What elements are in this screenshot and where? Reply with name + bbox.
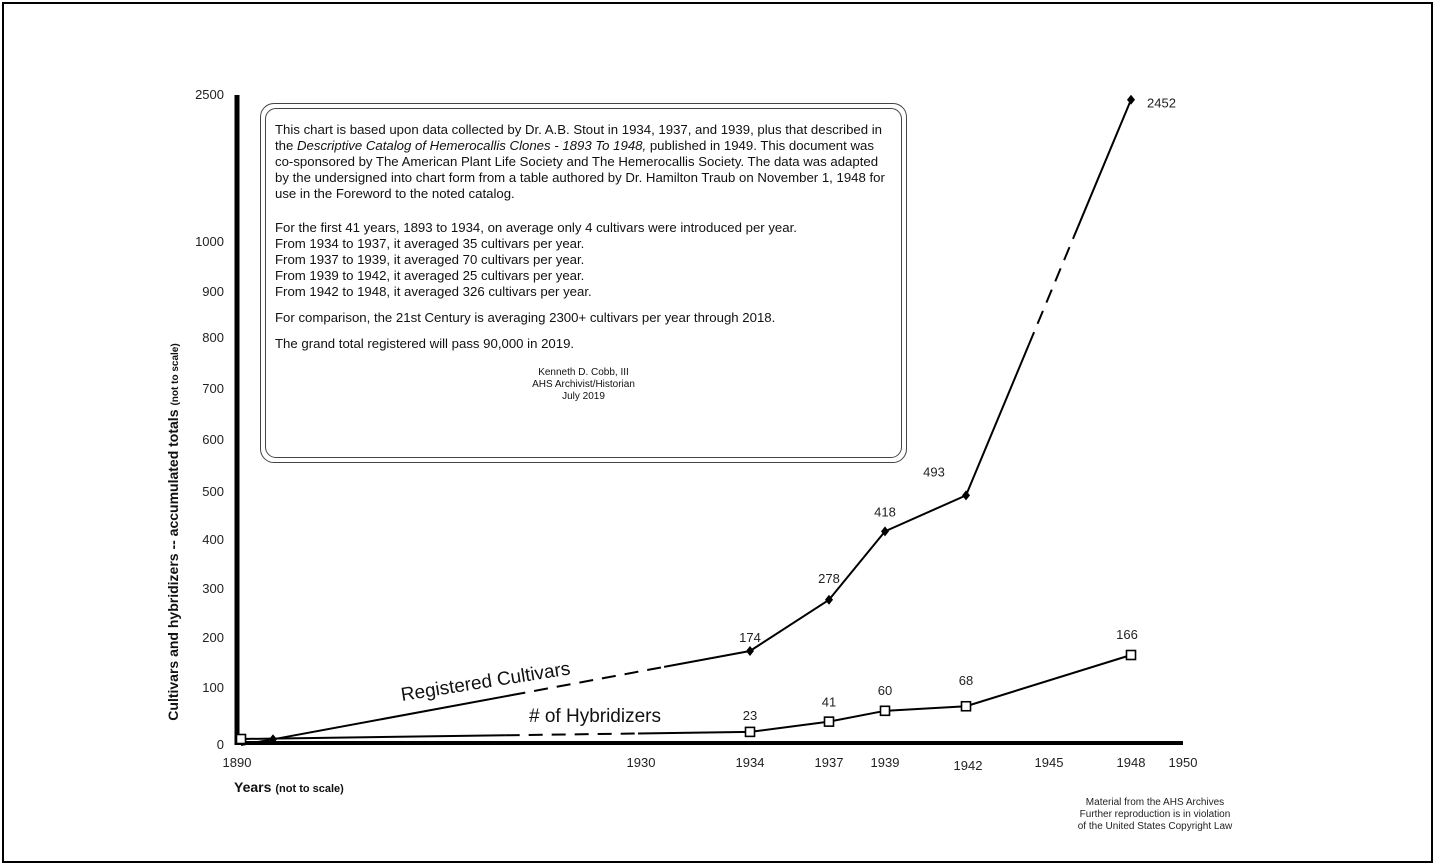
x-tick-label: 1939 bbox=[871, 755, 900, 770]
cultivars-data-label: 493 bbox=[923, 464, 945, 479]
hybridizers-line-segment bbox=[884, 705, 967, 712]
catalog-title: Descriptive Catalog of Hemerocallis Clon… bbox=[297, 138, 647, 153]
y-axis-title: Cultivars and hybridizers -- accumulated… bbox=[165, 343, 181, 720]
hybridizers-line-segment bbox=[638, 730, 751, 735]
cultivars-point bbox=[1127, 94, 1135, 105]
cultivars-line-segment bbox=[965, 344, 1030, 496]
cultivars-line-segment bbox=[663, 650, 751, 668]
cultivars-line-dashed bbox=[511, 665, 665, 697]
y-tick-label: 1000 bbox=[195, 234, 224, 249]
note-signature: Kenneth D. Cobb, III AHS Archivist/Histo… bbox=[532, 367, 635, 402]
series-label-hybridizers: # of Hybridizers bbox=[529, 706, 661, 727]
hybridizers-data-label: 166 bbox=[1116, 627, 1138, 642]
hybridizers-line-segment bbox=[828, 709, 886, 723]
series-label-registered-cultivars: Registered Cultivars bbox=[399, 658, 571, 706]
x-tick-label: 1890 bbox=[223, 755, 252, 770]
x-tick-label: 1950 bbox=[1169, 755, 1198, 770]
x-tick-label: 1937 bbox=[815, 755, 844, 770]
hybridizers-data-label: 60 bbox=[878, 683, 892, 698]
note-box-inner: This chart is based upon data collected … bbox=[265, 108, 902, 458]
hybridizers-point bbox=[960, 700, 972, 712]
x-tick-label: 1934 bbox=[736, 755, 765, 770]
cultivars-point bbox=[825, 594, 833, 605]
cultivars-line-segment bbox=[749, 598, 830, 652]
cultivars-line-segment bbox=[1077, 99, 1132, 227]
y-tick-label: 100 bbox=[202, 680, 224, 695]
hybridizers-line-dashed bbox=[505, 732, 639, 737]
x-tick-label: 1945 bbox=[1035, 755, 1064, 770]
cultivars-data-label: 174 bbox=[739, 630, 761, 645]
note-stat: From 1934 to 1937, it averaged 35 cultiv… bbox=[275, 236, 585, 251]
hybridizers-line-segment bbox=[749, 720, 830, 733]
y-tick-label: 900 bbox=[202, 284, 224, 299]
cultivars-point bbox=[746, 646, 754, 656]
hybridizers-point bbox=[744, 726, 756, 738]
x-tick-label: 1930 bbox=[627, 755, 656, 770]
hybridizers-point bbox=[1125, 649, 1137, 661]
hybridizers-data-label: 41 bbox=[822, 695, 836, 710]
cultivars-data-label: 418 bbox=[874, 504, 896, 519]
hybridizers-point bbox=[823, 716, 835, 727]
note-comparison: For comparison, the 21st Century is aver… bbox=[275, 310, 776, 325]
hybridizers-line-segment bbox=[965, 654, 1132, 708]
copyright-footer: Material from the AHS Archives Further r… bbox=[1077, 797, 1233, 832]
y-tick-label: 400 bbox=[202, 532, 224, 547]
y-tick-label: 500 bbox=[202, 484, 224, 499]
note-stat: For the first 41 years, 1893 to 1934, on… bbox=[275, 220, 797, 235]
hybridizers-data-label: 68 bbox=[959, 673, 973, 688]
hybridizers-point bbox=[879, 705, 891, 717]
cultivars-line-segment bbox=[828, 530, 886, 601]
y-tick-label: 200 bbox=[202, 630, 224, 645]
note-stat: From 1939 to 1942, it averaged 25 cultiv… bbox=[275, 268, 585, 283]
y-tick-label: 800 bbox=[202, 330, 224, 345]
hybridizers-point bbox=[235, 733, 247, 745]
note-intro: This chart is based upon data collected … bbox=[275, 122, 885, 201]
cultivars-data-label: 278 bbox=[818, 571, 840, 586]
cultivars-line-segment bbox=[884, 494, 967, 533]
cultivars-line-dashed bbox=[1027, 225, 1080, 346]
y-tick-label: 600 bbox=[202, 432, 224, 447]
cultivars-line-segment bbox=[240, 738, 274, 746]
note-stat: From 1942 to 1948, it averaged 326 culti… bbox=[275, 284, 592, 299]
cultivars-line-segment bbox=[272, 694, 512, 741]
x-tick-label: 1948 bbox=[1117, 755, 1146, 770]
x-axis-title: Years (not to scale) bbox=[234, 779, 344, 795]
cultivars-point bbox=[881, 526, 889, 537]
cultivars-point bbox=[962, 490, 970, 501]
note-box: This chart is based upon data collected … bbox=[260, 103, 907, 463]
cultivars-data-label: 2452 bbox=[1147, 96, 1176, 111]
note-grand-total: The grand total registered will pass 90,… bbox=[275, 336, 575, 351]
x-tick-label: 1942 bbox=[954, 758, 983, 773]
y-tick-label: 300 bbox=[202, 581, 224, 596]
hybridizers-data-label: 23 bbox=[743, 708, 757, 723]
hybridizers-line-segment bbox=[240, 734, 506, 740]
y-tick-label: 700 bbox=[202, 381, 224, 396]
y-tick-label: 2500 bbox=[195, 87, 224, 102]
note-stat: From 1937 to 1939, it averaged 70 cultiv… bbox=[275, 252, 585, 267]
y-tick-label: 0 bbox=[217, 737, 224, 752]
